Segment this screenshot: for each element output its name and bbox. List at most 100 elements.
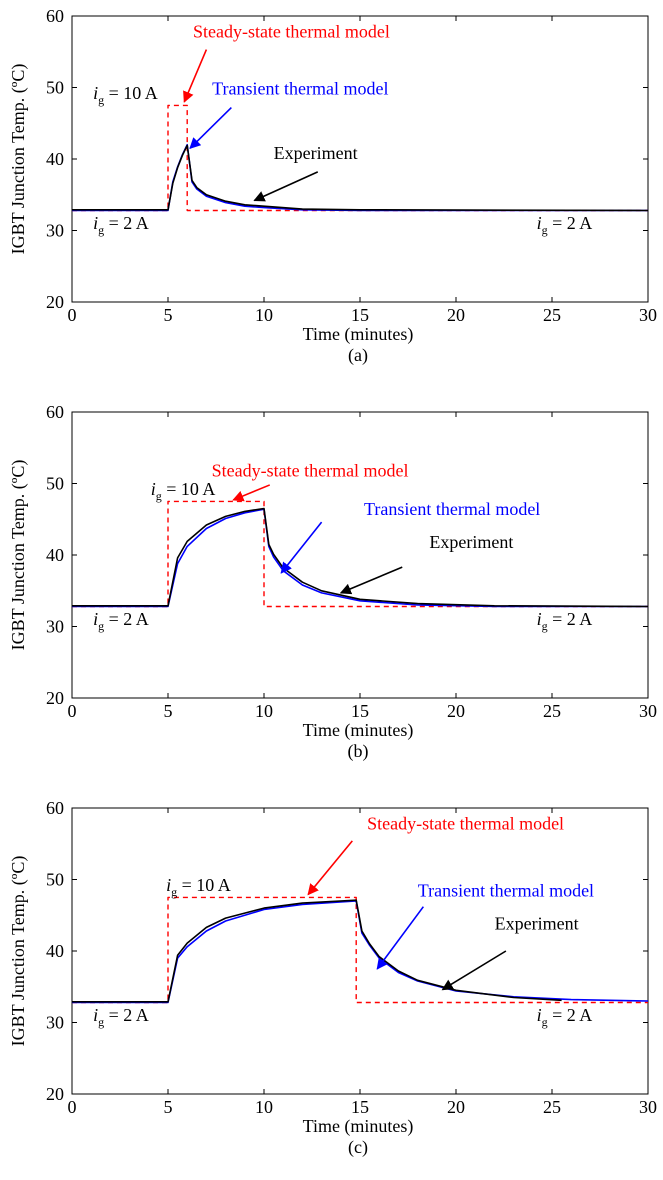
experiment-annotation: Experiment xyxy=(495,914,579,934)
steady-state-model-line xyxy=(72,104,648,212)
y-tick-label: 30 xyxy=(46,1013,64,1033)
current-subscript: g xyxy=(98,1015,104,1029)
current-label: ig = 2 A xyxy=(537,1005,593,1029)
x-tick-label: 25 xyxy=(543,701,561,721)
y-tick-label: 60 xyxy=(46,402,64,422)
current-label: ig = 10 A xyxy=(151,479,216,503)
current-value: 2 A xyxy=(567,609,593,629)
x-tick-label: 10 xyxy=(255,305,273,325)
plot-frame xyxy=(71,411,649,699)
current-value: 2 A xyxy=(123,609,149,629)
current-value: 10 A xyxy=(196,875,231,895)
x-tick-label: 30 xyxy=(639,701,657,721)
current-value: 10 A xyxy=(181,479,216,499)
current-symbol: i xyxy=(151,479,156,499)
current-symbol: i xyxy=(166,875,171,895)
current-equals: = xyxy=(548,1005,567,1025)
panel-label: (a) xyxy=(348,345,368,366)
y-axis-label: IGBT Junction Temp. (ºC) xyxy=(8,64,29,255)
current-equals: = xyxy=(104,1005,123,1025)
current-symbol: i xyxy=(93,83,98,103)
y-tick-label: 50 xyxy=(46,870,64,890)
steady-state-annotation: Steady-state thermal model xyxy=(193,21,390,41)
chart-panel: 0 5 10 15 20 25 30 20 30 40 50 60 Time (minutes) IGBT… xyxy=(8,402,657,762)
chart-panel: 0 5 10 15 20 25 30 20 30 40 50 60 Time (minutes) IGBT… xyxy=(8,6,657,366)
x-tick-label: 20 xyxy=(447,305,465,325)
steady-state-model-line xyxy=(72,500,648,608)
panel-label: (c) xyxy=(348,1137,368,1158)
current-label: ig = 2 A xyxy=(93,213,149,237)
y-tick-label: 20 xyxy=(46,292,64,312)
x-tick-label: 15 xyxy=(351,1097,369,1117)
transient-model-line xyxy=(72,143,648,212)
x-tick-label: 10 xyxy=(255,1097,273,1117)
current-symbol: i xyxy=(93,1005,98,1025)
y-tick-label: 50 xyxy=(46,78,64,98)
y-tick-label: 20 xyxy=(46,688,64,708)
x-tick-label: 5 xyxy=(164,701,173,721)
current-symbol: i xyxy=(537,1005,542,1025)
current-equals: = xyxy=(104,213,123,233)
current-subscript: g xyxy=(98,619,104,633)
y-tick-label: 30 xyxy=(46,617,64,637)
current-equals: = xyxy=(104,83,123,103)
panel-label: (b) xyxy=(348,741,369,762)
current-subscript: g xyxy=(542,619,548,633)
current-value: 2 A xyxy=(123,1005,149,1025)
experiment-annotation: Experiment xyxy=(274,143,358,163)
current-equals: = xyxy=(104,609,123,629)
current-equals: = xyxy=(548,213,567,233)
current-label: ig = 10 A xyxy=(166,875,231,899)
current-symbol: i xyxy=(93,213,98,233)
current-label: ig = 2 A xyxy=(537,609,593,633)
experiment-line xyxy=(72,899,562,1003)
current-label: ig = 2 A xyxy=(93,1005,149,1029)
chart-panel: 0 5 10 15 20 25 30 20 30 40 50 60 Time (minutes) IGBT… xyxy=(8,798,657,1158)
current-equals: = xyxy=(548,609,567,629)
steady-state-model-line xyxy=(72,896,648,1004)
current-subscript: g xyxy=(98,93,104,107)
x-axis-label: Time (minutes) xyxy=(303,324,414,345)
y-tick-label: 20 xyxy=(46,1084,64,1104)
y-tick-label: 40 xyxy=(46,545,64,565)
x-tick-label: 20 xyxy=(447,1097,465,1117)
current-value: 10 A xyxy=(123,83,158,103)
current-subscript: g xyxy=(542,223,548,237)
transient-annotation: Transient thermal model xyxy=(418,881,594,901)
y-tick-label: 30 xyxy=(46,221,64,241)
x-tick-label: 30 xyxy=(639,305,657,325)
transient-annotation: Transient thermal model xyxy=(212,79,388,99)
y-tick-label: 40 xyxy=(46,149,64,169)
current-label: ig = 2 A xyxy=(93,609,149,633)
x-tick-label: 0 xyxy=(68,1097,77,1117)
current-symbol: i xyxy=(93,609,98,629)
y-axis-label: IGBT Junction Temp. (ºC) xyxy=(8,460,29,651)
y-tick-label: 40 xyxy=(46,941,64,961)
y-tick-label: 60 xyxy=(46,798,64,818)
current-value: 2 A xyxy=(123,213,149,233)
x-axis-label: Time (minutes) xyxy=(303,720,414,741)
y-axis-label: IGBT Junction Temp. (ºC) xyxy=(8,856,29,1047)
current-value: 2 A xyxy=(567,1005,593,1025)
annotation-arrow xyxy=(376,906,425,970)
x-tick-label: 15 xyxy=(351,305,369,325)
steady-state-annotation: Steady-state thermal model xyxy=(367,813,564,833)
current-equals: = xyxy=(162,479,181,499)
annotation-arrow xyxy=(280,521,323,574)
experiment-line xyxy=(72,507,649,608)
plot-frame xyxy=(71,807,649,1095)
current-label: ig = 10 A xyxy=(93,83,158,107)
x-tick-label: 25 xyxy=(543,305,561,325)
current-symbol: i xyxy=(537,609,542,629)
transient-model-line xyxy=(72,508,648,608)
annotation-arrow xyxy=(189,106,232,150)
annotation-arrow xyxy=(307,840,353,896)
annotation-arrow xyxy=(183,49,208,103)
x-tick-label: 30 xyxy=(639,1097,657,1117)
x-tick-label: 0 xyxy=(68,701,77,721)
y-tick-label: 60 xyxy=(46,6,64,26)
x-tick-label: 10 xyxy=(255,701,273,721)
current-subscript: g xyxy=(98,223,104,237)
x-tick-label: 5 xyxy=(164,1097,173,1117)
